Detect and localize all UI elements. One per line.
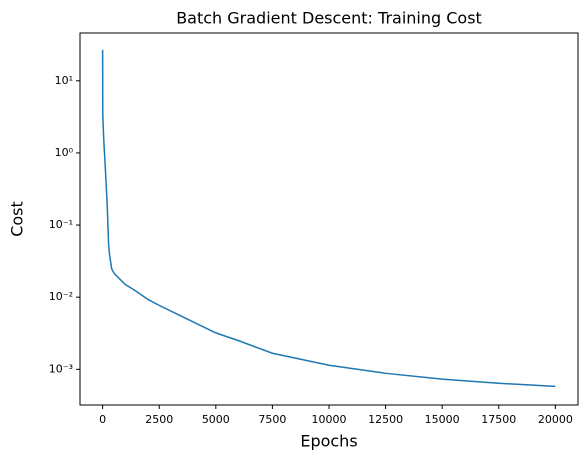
y-tick-label: 10⁻² bbox=[49, 290, 73, 303]
x-tick-label: 15000 bbox=[425, 413, 460, 426]
x-axis-label: Epochs bbox=[300, 432, 357, 451]
x-tick-label: 17500 bbox=[481, 413, 516, 426]
chart-title: Batch Gradient Descent: Training Cost bbox=[176, 9, 482, 28]
y-tick-label: 10⁻³ bbox=[49, 362, 73, 375]
x-tick-label: 0 bbox=[99, 413, 106, 426]
x-tick-label: 5000 bbox=[202, 413, 230, 426]
y-tick-label: 10⁰ bbox=[55, 146, 74, 159]
x-tick-label: 20000 bbox=[538, 413, 573, 426]
x-tick-label: 12500 bbox=[368, 413, 403, 426]
y-tick-label: 10⁻¹ bbox=[49, 218, 73, 231]
plot-frame bbox=[79, 32, 579, 406]
cost-line bbox=[101, 49, 556, 388]
x-tick-label: 7500 bbox=[258, 413, 286, 426]
x-tick-label: 2500 bbox=[145, 413, 173, 426]
y-axis-label: Cost bbox=[8, 201, 27, 237]
y-tick-label: 10¹ bbox=[55, 74, 73, 87]
x-tick-label: 10000 bbox=[312, 413, 347, 426]
